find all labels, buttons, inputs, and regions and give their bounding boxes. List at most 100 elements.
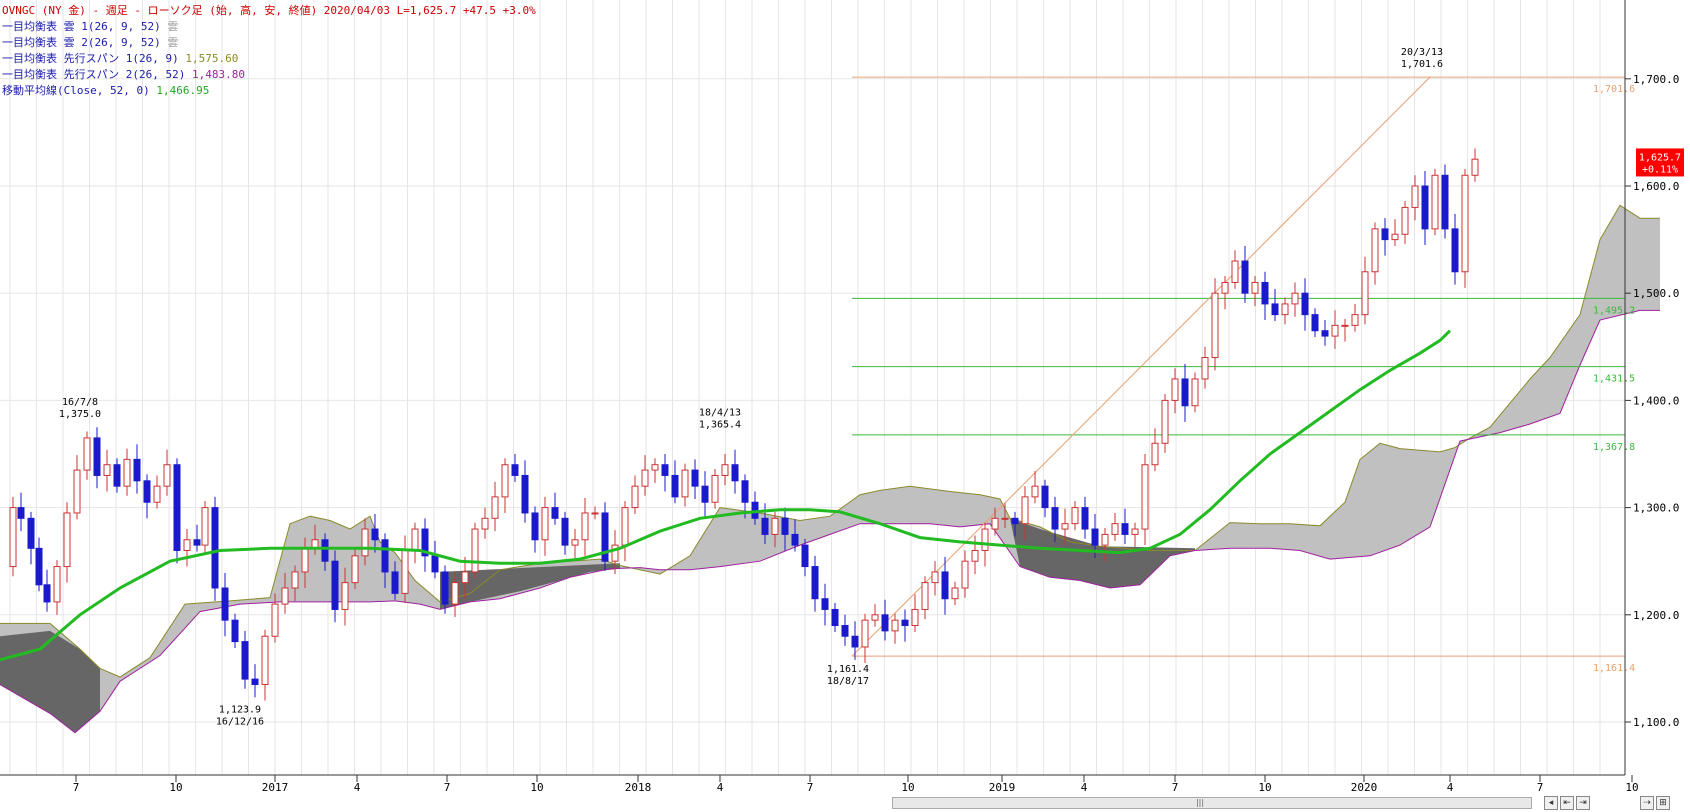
candlestick <box>371 514 379 553</box>
candle-body-up <box>591 512 599 515</box>
candlestick <box>201 501 209 555</box>
candle-body-up <box>571 539 579 546</box>
candle-body-up <box>1361 271 1369 316</box>
candle-body-down <box>671 474 679 498</box>
candle-body-down <box>731 464 739 482</box>
candle-body-up <box>351 555 359 584</box>
time-tick-label: 10 <box>901 781 914 794</box>
jump-end-icon[interactable]: ⇢ <box>1640 796 1654 810</box>
candlestick <box>381 533 389 588</box>
candlestick <box>1281 297 1289 325</box>
candlestick <box>671 460 679 504</box>
candle-body-up <box>461 571 469 584</box>
candle-body-up <box>1021 496 1029 525</box>
candlestick <box>1411 175 1419 221</box>
candle-body-down <box>221 587 229 621</box>
candle-body-down <box>941 571 949 600</box>
candlestick <box>1251 276 1259 307</box>
candle-body-down <box>701 485 709 503</box>
candle-body-up <box>1351 314 1359 326</box>
candlestick <box>841 614 849 646</box>
candlestick <box>1181 363 1189 422</box>
price-tick-label: 1,700.0 <box>1633 73 1679 86</box>
level-label: 1,701.6 <box>1593 84 1635 95</box>
candle-body-down <box>531 512 539 541</box>
time-tick-label: 10 <box>530 781 543 794</box>
candlestick <box>241 630 249 689</box>
time-tick-label: 10 <box>1258 781 1271 794</box>
legend-label: 一目均衡表 先行スパン 1(26, 9) <box>2 51 185 65</box>
candle-body-down <box>1421 185 1429 230</box>
candle-body-up <box>981 528 989 551</box>
candle-body-up <box>871 614 879 621</box>
candle-body-up <box>1001 517 1009 520</box>
candlestick <box>911 594 919 632</box>
trend-line <box>851 76 1431 657</box>
candle-body-down <box>821 598 829 610</box>
candlestick <box>291 565 299 601</box>
candle-body-up <box>1141 464 1149 530</box>
candlestick <box>541 496 549 556</box>
candlestick <box>1231 250 1239 289</box>
candlestick <box>941 556 949 615</box>
time-tick-label: 2017 <box>262 781 289 794</box>
moving-average-52-line <box>0 329 1452 662</box>
annotation-date: 18/4/13 <box>699 407 741 418</box>
horizontal-scrollbar[interactable] <box>892 797 1532 809</box>
legend-entry: 一目均衡表 先行スパン 1(26, 9) 1,575.60 <box>2 51 238 65</box>
scroll-left-icon[interactable]: ◂ <box>1544 796 1558 810</box>
candle-body-up <box>481 517 489 530</box>
leading-span-2-line <box>0 309 1660 734</box>
scroll-right-icon[interactable]: ⇥ <box>1576 796 1590 810</box>
candle-body-down <box>93 437 101 476</box>
candle-body-up <box>53 566 61 603</box>
candle-body-up <box>1201 357 1209 380</box>
candlestick <box>1261 271 1269 320</box>
candle-body-up <box>1101 533 1109 546</box>
candle-body-up <box>1371 228 1379 273</box>
candlestick <box>681 463 689 507</box>
legend-entry: 一目均衡表 先行スパン 2(26, 52) 1,483.80 <box>2 67 245 81</box>
candlestick <box>581 497 589 556</box>
level-label: 1,495.2 <box>1593 305 1635 316</box>
legend-label: 移動平均線(Close, 52, 0) <box>2 83 156 97</box>
candlestick <box>591 506 599 520</box>
candlestick <box>331 550 339 623</box>
candlestick <box>1171 368 1179 414</box>
annotation-price: 1,123.9 <box>219 704 261 715</box>
candlestick <box>1381 218 1389 256</box>
time-tick-label: 7 <box>73 781 80 794</box>
candle-body-up <box>631 485 639 509</box>
candlestick <box>211 496 219 601</box>
candle-body-up <box>951 587 959 600</box>
candle-body-down <box>1261 281 1269 305</box>
scroll-thumb-grip[interactable]: ||| <box>1195 798 1205 807</box>
candle-body-down <box>691 469 699 487</box>
zoom-icon[interactable]: ⊞ <box>1656 796 1670 810</box>
candlestick <box>1031 471 1039 504</box>
annotation-price: 1,375.0 <box>59 409 101 420</box>
candle-body-up <box>361 528 369 557</box>
candle-body-up <box>401 549 409 594</box>
candle-body-up <box>1411 185 1419 208</box>
candle-body-down <box>35 547 43 586</box>
time-tick-label: 4 <box>1081 781 1088 794</box>
candlestick <box>1021 486 1029 540</box>
candle-body-down <box>1011 517 1019 525</box>
last-price-change: +0.11% <box>1642 164 1678 175</box>
candlestick <box>1201 346 1209 389</box>
jump-start-icon[interactable]: ⇤ <box>1560 796 1574 810</box>
candlestick <box>991 507 999 536</box>
candle-body-up <box>541 507 549 541</box>
candlestick <box>771 511 779 548</box>
candle-body-down <box>431 555 439 573</box>
candle-body-down <box>113 464 121 487</box>
candle-body-down <box>601 512 609 562</box>
candle-body-down <box>1321 330 1329 337</box>
candlestick <box>1351 303 1359 332</box>
candlesticks <box>9 148 1479 701</box>
candle-body-down <box>1271 303 1279 316</box>
level-label: 1,161.4 <box>1593 663 1635 674</box>
